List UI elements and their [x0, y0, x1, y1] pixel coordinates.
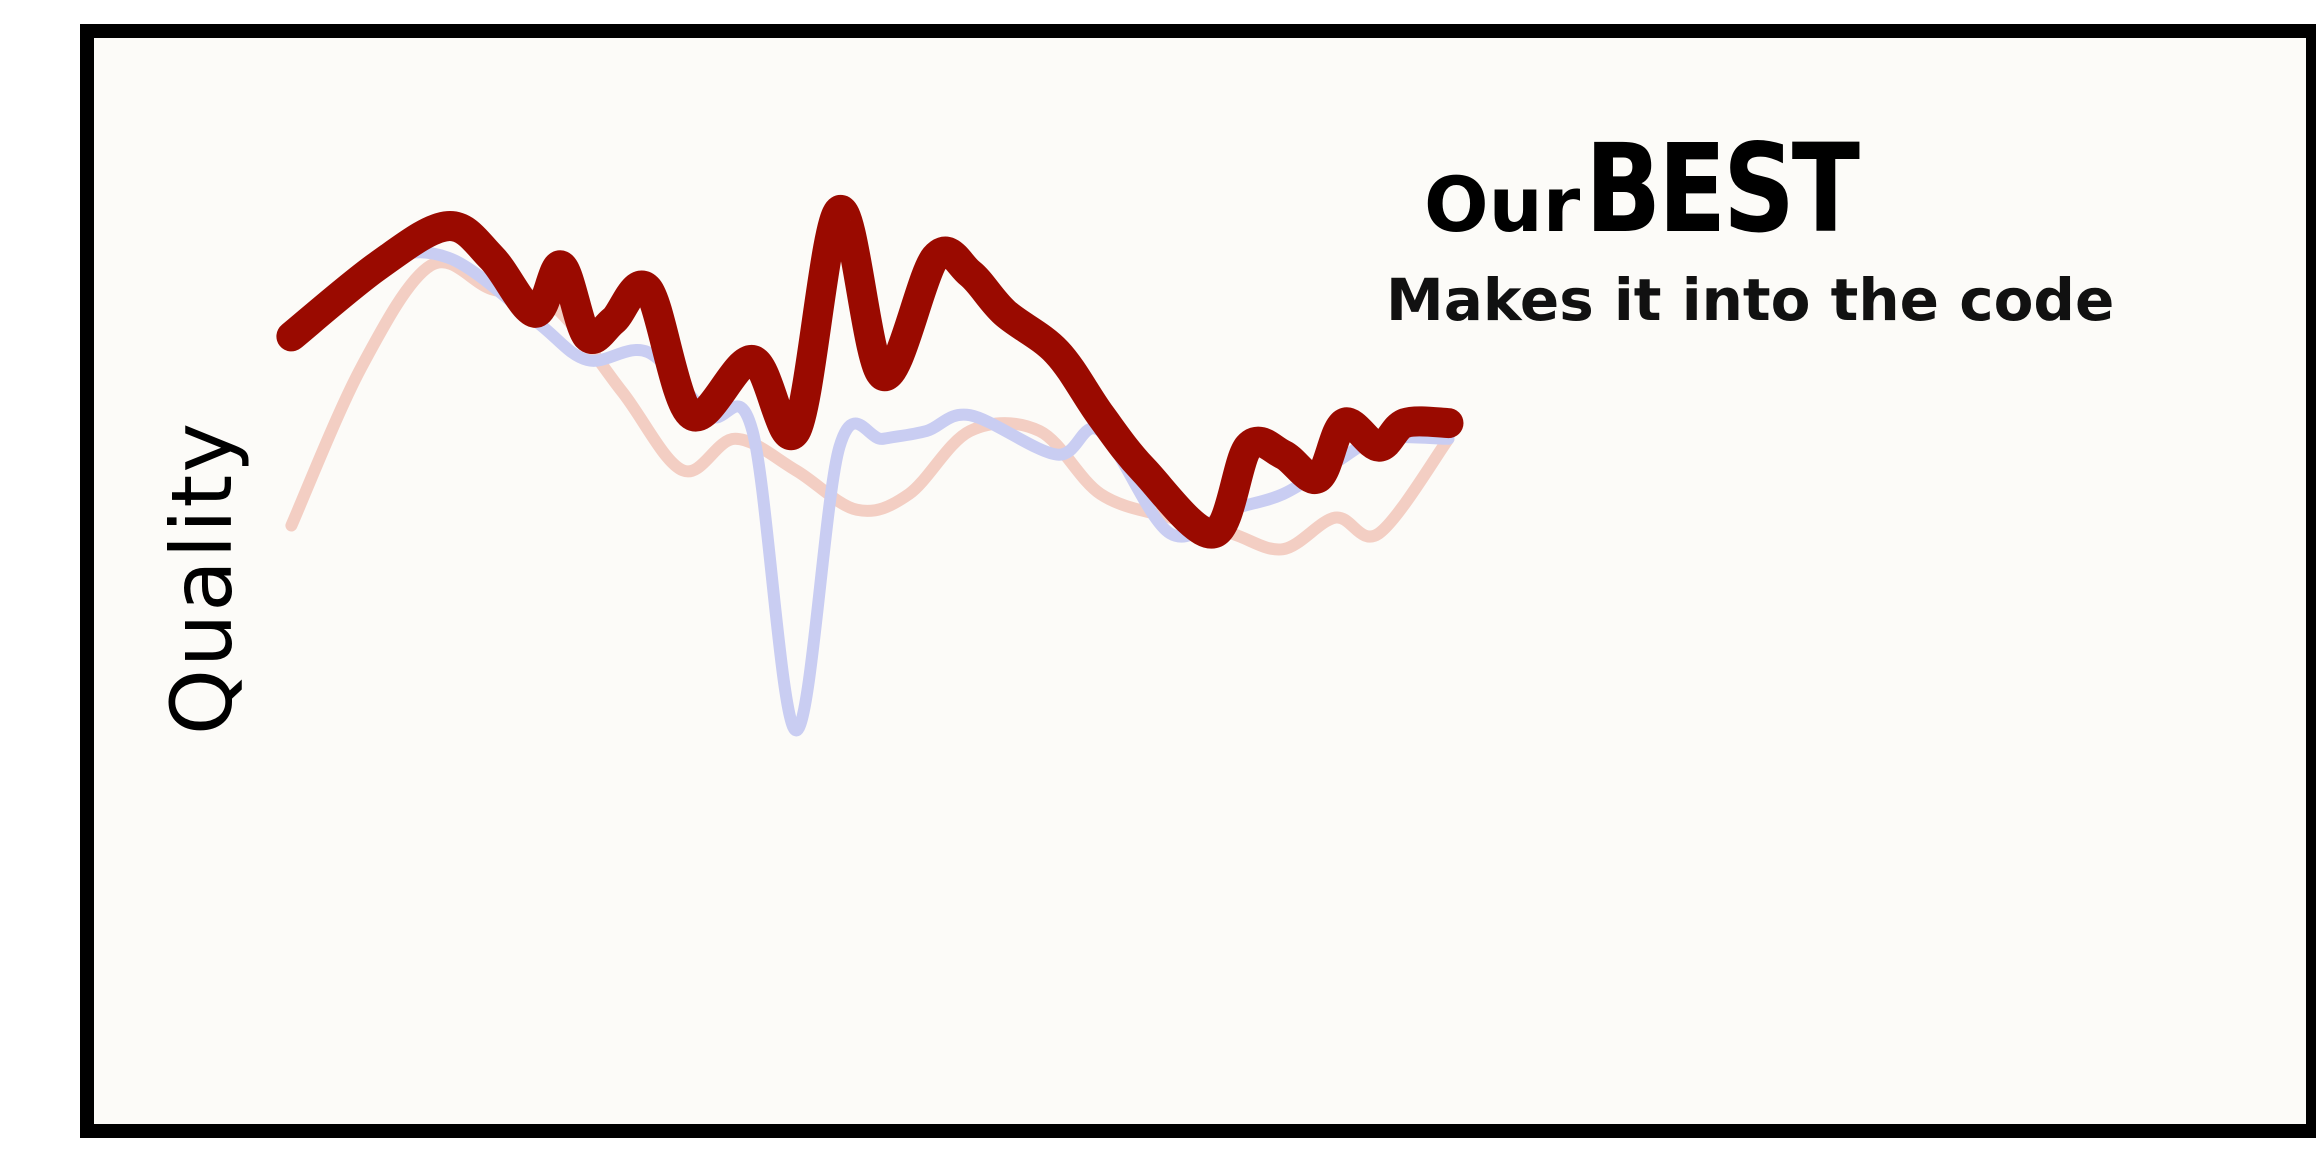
title-emphasis: BEST [1584, 118, 1860, 260]
chart-title: Our BEST [1424, 118, 1916, 260]
title-prefix: Our [1424, 160, 1581, 249]
series-layer [276, 195, 1464, 737]
chart-subtitle: Makes it into the code [1386, 266, 2115, 334]
y-axis-label: Quality [153, 420, 251, 736]
series-line-main [276, 195, 1464, 549]
chart-frame [80, 24, 2316, 1138]
